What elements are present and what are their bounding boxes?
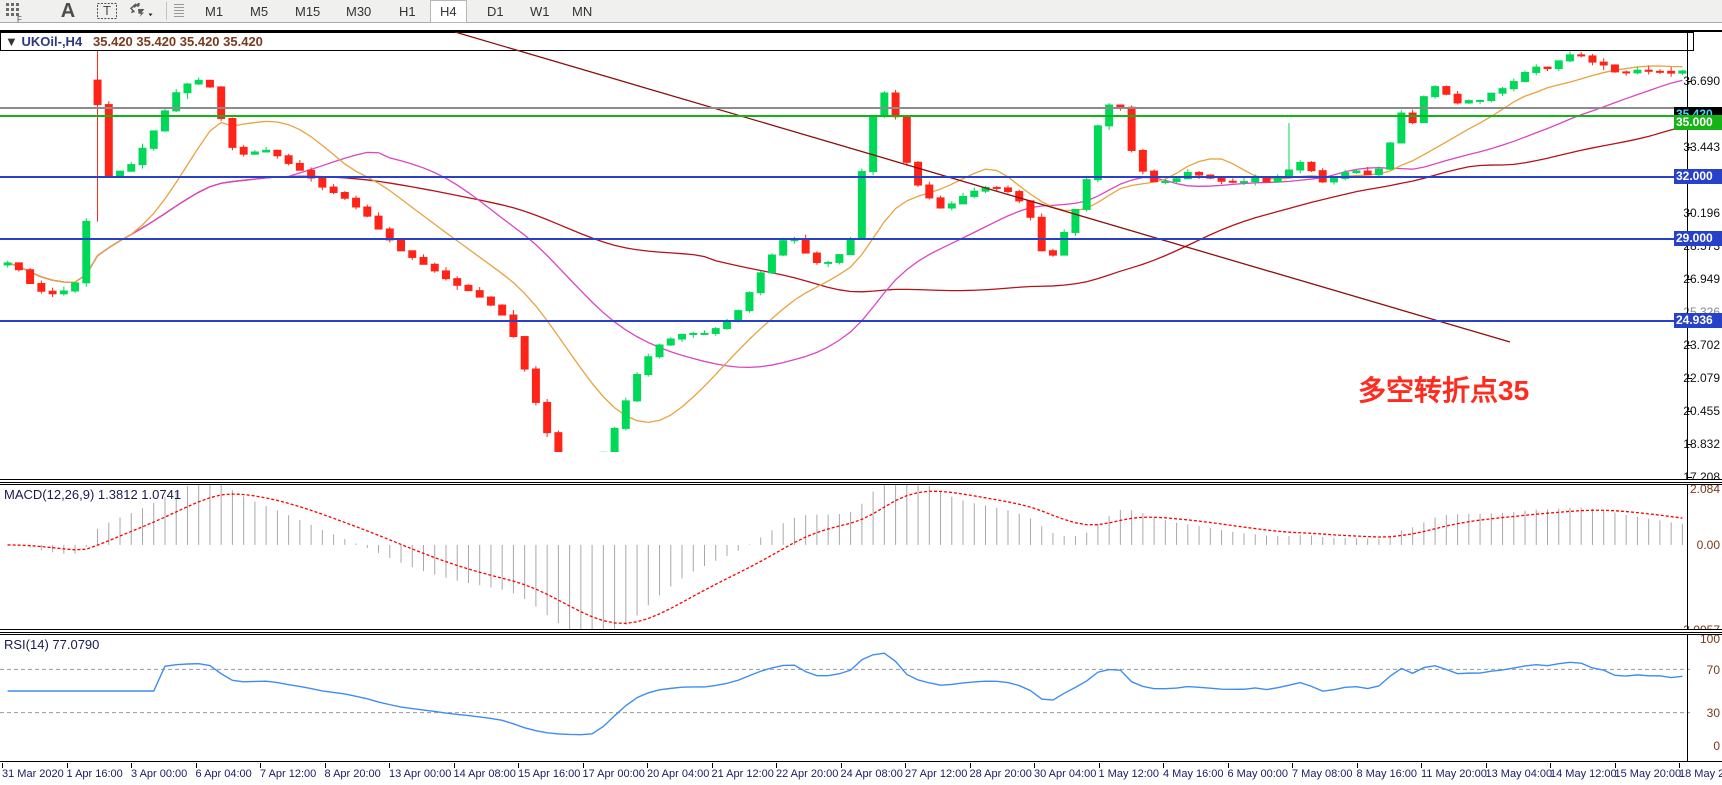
svg-text:T: T <box>103 3 111 18</box>
